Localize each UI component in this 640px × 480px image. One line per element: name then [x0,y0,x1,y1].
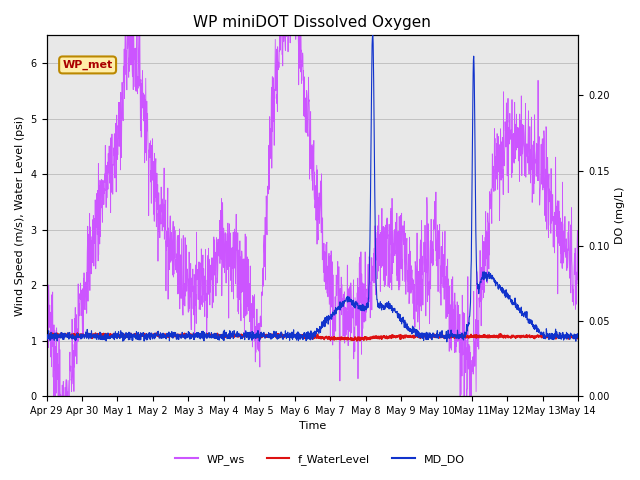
WP_ws [43,250,51,255]
f_WaterLevel [287,333,295,338]
WP_ws [301,95,309,101]
WP_ws [122,33,129,38]
f_WaterLevel [574,334,582,340]
Title: WP miniDOT Dissolved Oxygen: WP miniDOT Dissolved Oxygen [193,15,431,30]
MD_DO [287,333,295,339]
MD_DO [559,335,567,340]
Line: WP_ws: WP_ws [47,36,578,396]
WP_ws [70,388,78,394]
MD_DO [369,33,376,38]
MD_DO [43,336,51,341]
X-axis label: Time: Time [299,421,326,432]
Y-axis label: Wind Speed (m/s), Water Level (psi): Wind Speed (m/s), Water Level (psi) [15,116,25,316]
f_WaterLevel [74,330,81,336]
f_WaterLevel [353,338,361,344]
Y-axis label: DO (mg/L): DO (mg/L) [615,187,625,244]
f_WaterLevel [70,331,77,336]
MD_DO [559,334,567,339]
WP_ws [574,280,582,286]
WP_ws [50,393,58,399]
WP_ws [559,260,567,266]
f_WaterLevel [462,335,470,341]
f_WaterLevel [301,334,309,340]
f_WaterLevel [559,334,567,339]
WP_ws [287,33,295,38]
f_WaterLevel [43,333,51,338]
MD_DO [301,334,309,340]
Text: WP_met: WP_met [63,60,113,70]
MD_DO [443,339,451,345]
WP_ws [462,347,470,352]
Line: f_WaterLevel: f_WaterLevel [47,333,578,341]
Line: MD_DO: MD_DO [47,36,578,342]
MD_DO [70,336,77,341]
Legend: WP_ws, f_WaterLevel, MD_DO: WP_ws, f_WaterLevel, MD_DO [171,450,469,469]
f_WaterLevel [559,334,567,340]
MD_DO [462,329,470,335]
MD_DO [574,336,582,342]
WP_ws [559,229,567,235]
